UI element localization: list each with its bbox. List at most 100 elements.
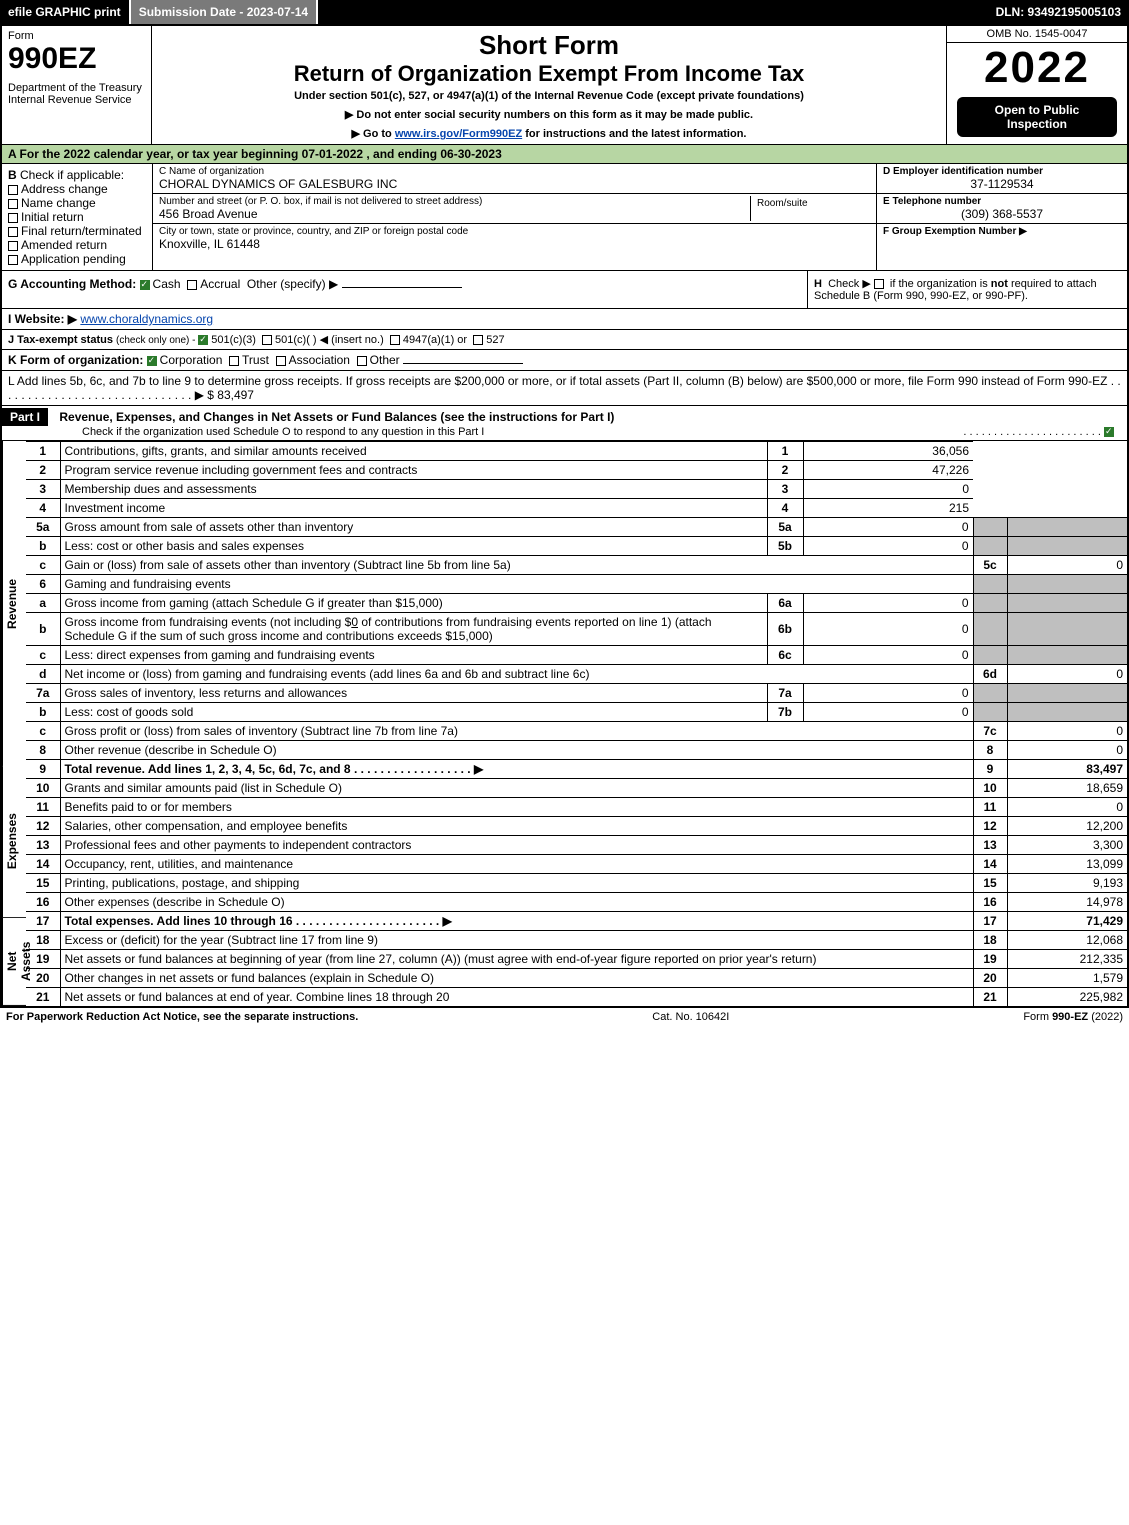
j-527: 527 — [486, 334, 504, 346]
line-20: 20Other changes in net assets or fund ba… — [26, 969, 1127, 988]
tax-year: 2022 — [947, 43, 1127, 93]
line-3: 3Membership dues and assessments30 — [26, 480, 1127, 499]
subtitle: Under section 501(c), 527, or 4947(a)(1)… — [160, 90, 938, 102]
chk-association[interactable] — [276, 356, 286, 366]
h-check: Check ▶ — [828, 278, 871, 290]
chk-527[interactable] — [473, 335, 483, 345]
chk-501c3[interactable] — [198, 335, 208, 345]
line-15: 15Printing, publications, postage, and s… — [26, 874, 1127, 893]
chk-accrual[interactable] — [187, 280, 197, 290]
footer-left: For Paperwork Reduction Act Notice, see … — [6, 1011, 358, 1023]
k-corp: Corporation — [160, 353, 223, 367]
goto-post: for instructions and the latest informat… — [525, 128, 746, 140]
efile-label: efile GRAPHIC print — [0, 0, 131, 24]
k-assoc: Association — [289, 353, 350, 367]
other-label: Other (specify) ▶ — [247, 277, 338, 291]
top-bar: efile GRAPHIC print Submission Date - 20… — [0, 0, 1129, 24]
j-501c: 501(c)( ) ◀ (insert no.) — [275, 334, 384, 346]
line-13: 13Professional fees and other payments t… — [26, 836, 1127, 855]
line-7c: cGross profit or (loss) from sales of in… — [26, 722, 1127, 741]
other-specify-input[interactable] — [342, 287, 462, 288]
chk-schedule-b[interactable] — [874, 279, 884, 289]
part1-check-row: Check if the organization used Schedule … — [2, 426, 1127, 438]
chk-final-return[interactable]: Final return/terminated — [8, 224, 146, 238]
e-label: E Telephone number — [883, 196, 1121, 207]
org-name-cell: C Name of organization CHORAL DYNAMICS O… — [153, 164, 876, 194]
d-label: D Employer identification number — [883, 166, 1121, 177]
goto-pre: ▶ Go to — [352, 128, 395, 140]
chk-schedule-o[interactable] — [1104, 427, 1114, 437]
line-9: 9Total revenue. Add lines 1, 2, 3, 4, 5c… — [26, 760, 1127, 779]
line-6b-amount: 0 — [351, 615, 358, 629]
j-501c3: 501(c)(3) — [211, 334, 256, 346]
c-name-label: C Name of organization — [159, 166, 870, 177]
chk-address-change[interactable]: Address change — [8, 182, 146, 196]
org-name: CHORAL DYNAMICS OF GALESBURG INC — [159, 177, 870, 191]
line-7a: 7aGross sales of inventory, less returns… — [26, 684, 1127, 703]
chk-application-pending[interactable]: Application pending — [8, 252, 146, 266]
irs-link[interactable]: www.irs.gov/Form990EZ — [395, 128, 522, 140]
line-6d: dNet income or (loss) from gaming and fu… — [26, 665, 1127, 684]
section-b: B Check if applicable: Address change Na… — [2, 164, 152, 270]
k-trust: Trust — [242, 353, 269, 367]
line-11: 11Benefits paid to or for members110 — [26, 798, 1127, 817]
city-value: Knoxville, IL 61448 — [159, 237, 870, 251]
chk-4947[interactable] — [390, 335, 400, 345]
chk-initial-return[interactable]: Initial return — [8, 210, 146, 224]
line-1: 1Contributions, gifts, grants, and simil… — [26, 442, 1127, 461]
section-l: L Add lines 5b, 6c, and 7b to line 9 to … — [2, 371, 1127, 405]
h-label: H — [814, 278, 822, 290]
revenue-label: Revenue — [2, 441, 26, 766]
section-k: K Form of organization: Corporation Trus… — [2, 350, 1127, 371]
section-g: G Accounting Method: Cash Accrual Other … — [2, 271, 807, 308]
title-short-form: Short Form — [160, 30, 938, 61]
chk-501c[interactable] — [262, 335, 272, 345]
line-8: 8Other revenue (describe in Schedule O)8… — [26, 741, 1127, 760]
form-number: 990EZ — [8, 42, 145, 76]
chk-trust[interactable] — [229, 356, 239, 366]
lines-table: 1Contributions, gifts, grants, and simil… — [26, 441, 1127, 1006]
form-container: Form 990EZ Department of the Treasury In… — [0, 24, 1129, 1008]
public-inspection-badge: Open to Public Inspection — [957, 97, 1117, 137]
chk-amended-return[interactable]: Amended return — [8, 238, 146, 252]
submission-date-button[interactable]: Submission Date - 2023-07-14 — [131, 0, 318, 24]
section-h: H Check ▶ if the organization is not req… — [807, 271, 1127, 308]
header-right: OMB No. 1545-0047 2022 Open to Public In… — [947, 26, 1127, 144]
part1-heading: Revenue, Expenses, and Changes in Net As… — [59, 410, 614, 424]
line-5b: bLess: cost or other basis and sales exp… — [26, 537, 1127, 556]
expenses-label: Expenses — [2, 766, 26, 918]
k-other-input[interactable] — [403, 363, 523, 364]
netassets-label: Net Assets — [2, 918, 26, 1006]
line-14: 14Occupancy, rent, utilities, and mainte… — [26, 855, 1127, 874]
street-cell: Number and street (or P. O. box, if mail… — [159, 196, 750, 221]
line-6a: aGross income from gaming (attach Schedu… — [26, 594, 1127, 613]
part1-badge: Part I — [2, 408, 48, 426]
website-link[interactable]: www.choraldynamics.org — [80, 312, 213, 326]
b-label: B Check if applicable: — [8, 168, 146, 182]
chk-name-change[interactable]: Name change — [8, 196, 146, 210]
street-value: 456 Broad Avenue — [159, 207, 750, 221]
line-19: 19Net assets or fund balances at beginni… — [26, 950, 1127, 969]
lines-table-container: 1Contributions, gifts, grants, and simil… — [26, 441, 1127, 1006]
chk-other-org[interactable] — [357, 356, 367, 366]
line-6b: bGross income from fundraising events (n… — [26, 613, 1127, 646]
omb-number: OMB No. 1545-0047 — [947, 26, 1127, 43]
row-a-tax-year: A For the 2022 calendar year, or tax yea… — [2, 145, 1127, 164]
line-5c: cGain or (loss) from sale of assets othe… — [26, 556, 1127, 575]
chk-corporation[interactable] — [147, 356, 157, 366]
form-label: Form — [8, 30, 145, 42]
cash-label: Cash — [153, 277, 181, 291]
chk-cash[interactable] — [140, 280, 150, 290]
goto-line: ▶ Go to www.irs.gov/Form990EZ for instru… — [160, 127, 938, 140]
title-return: Return of Organization Exempt From Incom… — [160, 61, 938, 87]
ssn-warning: ▶ Do not enter social security numbers o… — [160, 108, 938, 121]
line-6: 6Gaming and fundraising events — [26, 575, 1127, 594]
e-cell: E Telephone number (309) 368-5537 — [877, 194, 1127, 224]
k-other: Other — [370, 353, 400, 367]
page-footer: For Paperwork Reduction Act Notice, see … — [0, 1008, 1129, 1026]
f-label: F Group Exemption Number ▶ — [883, 226, 1121, 237]
section-labels: Revenue Expenses Net Assets — [2, 441, 26, 1006]
line-16: 16Other expenses (describe in Schedule O… — [26, 893, 1127, 912]
f-cell: F Group Exemption Number ▶ — [877, 224, 1127, 239]
j-label: J Tax-exempt status — [8, 334, 113, 346]
